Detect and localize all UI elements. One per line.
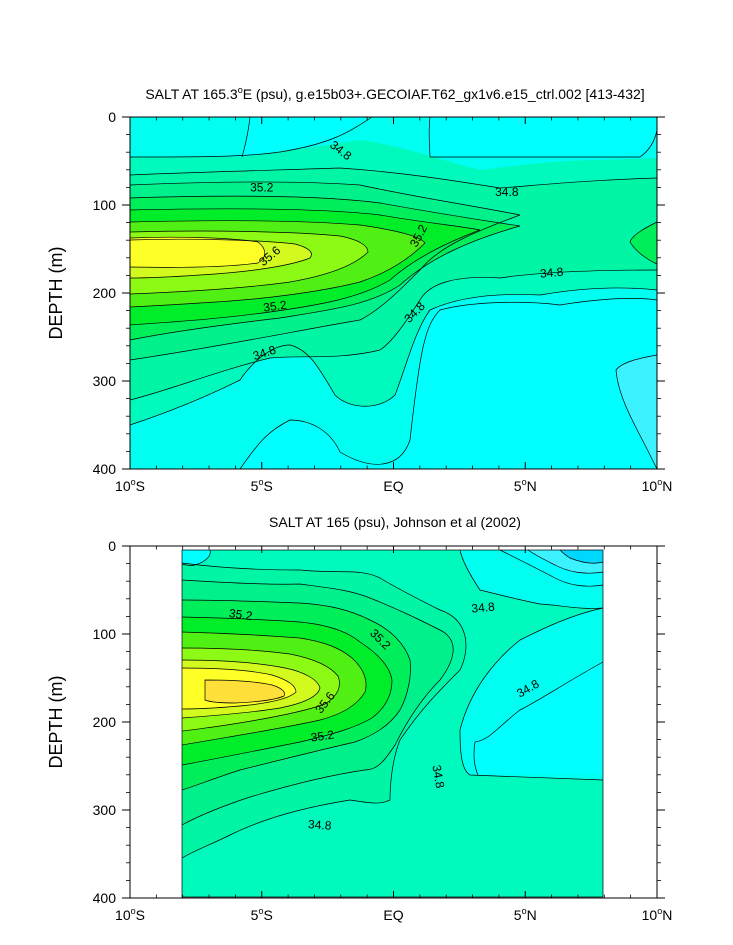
bottom-salinity-band-35.7	[205, 680, 285, 703]
top-contour-line	[129, 225, 521, 341]
bottom-contour-label: 35.2	[310, 727, 335, 744]
top-x-tick-label: 5oS	[251, 477, 273, 494]
top-contour-line	[129, 269, 658, 401]
top-contour-line	[239, 298, 658, 470]
bottom-salinity-region-fresh-east	[474, 662, 603, 775]
bottom-contour-line	[181, 616, 393, 766]
bottom-salinity-band-34.4-surface	[560, 550, 603, 564]
top-salinity-lens-deep-east	[616, 355, 657, 469]
top-contour-label-text: 34.8	[539, 265, 564, 281]
top-contour-label-text: 35.2	[250, 180, 274, 194]
bottom-y-tick-label: 300	[93, 802, 117, 818]
top-contour-line	[129, 167, 658, 189]
top-salinity-band-34.7	[130, 117, 250, 157]
bottom-contour-label: 35.2	[228, 606, 253, 623]
bottom-contour-lines	[181, 549, 604, 859]
top-axes: 10oS 5oS EQ 5oN 10oN 0 100 200 300 400	[93, 109, 673, 494]
top-contour-line	[241, 116, 251, 158]
top-contour-line	[129, 229, 481, 326]
top-contour-line	[428, 116, 658, 158]
bottom-contour-line	[181, 599, 411, 791]
bottom-salinity-patch-northwest	[182, 550, 211, 566]
top-y-tick-label: 400	[93, 461, 117, 477]
top-contour-line	[129, 287, 658, 426]
top-contour-line	[129, 195, 521, 227]
top-y-tick-label: 200	[93, 285, 117, 301]
bottom-contour-label: 34.8	[308, 817, 333, 833]
bottom-x-tick-label: 10oN	[642, 906, 673, 923]
bottom-contour-label-text: 34.8	[471, 600, 496, 616]
bottom-contour-label-text: 34.8	[308, 817, 333, 833]
bottom-x-tick-label: 5oS	[251, 906, 273, 923]
top-title: SALT AT 165.3oE (psu), g.e15b03+.GECOIAF…	[145, 85, 644, 102]
top-y-tick-label: 300	[93, 373, 117, 389]
bottom-ylabel: DEPTH (m)	[46, 676, 66, 769]
top-contour-label: 34.8	[495, 185, 519, 199]
bottom-contour-label-text: 35.2	[228, 606, 253, 623]
bottom-data-frame	[181, 549, 604, 898]
bottom-axes: 10oS 5oS EQ 5oN 10oN 0 100 200 300 400	[93, 538, 673, 923]
top-ylabel: DEPTH (m)	[46, 247, 66, 340]
top-contour-label: 35.2	[250, 180, 274, 194]
bottom-contour-line	[181, 579, 454, 826]
top-contour-label: 34.8	[539, 265, 564, 281]
bottom-contour-line	[181, 667, 297, 710]
top-contour-line	[129, 116, 373, 158]
top-contour-line	[629, 221, 658, 265]
bottom-contour-line	[499, 549, 604, 587]
top-contour-line	[129, 230, 369, 295]
bottom-contour-line	[181, 647, 340, 732]
bottom-contour-line	[527, 549, 604, 574]
top-contour-line	[615, 354, 658, 470]
bottom-x-tick-label: EQ	[383, 907, 403, 923]
top-x-tick-label: 10oS	[115, 477, 145, 494]
top-x-tick-label: 10oN	[642, 477, 673, 494]
bottom-contour-line	[181, 562, 467, 859]
bottom-contour-label: 34.8	[429, 764, 447, 790]
top-x-tick-label: EQ	[383, 478, 403, 494]
bottom-contour-line	[181, 549, 211, 566]
bottom-panel: SALT AT 165 (psu), Johnson et al (2002)	[46, 514, 672, 923]
top-contour-line	[129, 236, 266, 268]
top-contour-line	[129, 181, 521, 216]
top-contour-label: 35.2	[262, 298, 287, 315]
bottom-contour-line	[473, 661, 604, 776]
top-x-tick-label: 5oN	[514, 477, 537, 494]
bottom-contour-line	[181, 631, 367, 746]
top-contour-label-text: 34.8	[251, 342, 278, 363]
bottom-y-tick-label: 400	[93, 890, 117, 906]
bottom-contour-line	[459, 607, 604, 781]
bottom-plot-area	[129, 545, 658, 899]
bottom-contour-label-text: 34.8	[429, 764, 447, 790]
bottom-y-tick-label: 100	[93, 626, 117, 642]
bottom-x-tick-label: 5oN	[514, 906, 537, 923]
top-contour-label: 34.8	[251, 342, 278, 363]
top-panel: SALT AT 165.3oE (psu), g.e15b03+.GECOIAF…	[46, 85, 672, 494]
top-contour-line	[129, 208, 481, 231]
bottom-y-tick-label: 200	[93, 714, 117, 730]
top-contour-lines	[129, 116, 658, 470]
bottom-contour-line	[459, 549, 604, 609]
top-contour-label-text: 35.2	[262, 298, 287, 315]
bottom-contour-line	[181, 659, 321, 719]
bottom-y-tick-label: 0	[108, 538, 116, 554]
bottom-contour-line	[204, 679, 285, 704]
top-contour-line	[129, 238, 312, 279]
bottom-x-tick-label: 10oS	[115, 906, 145, 923]
top-salinity-core-35.6	[130, 237, 265, 268]
bottom-title: SALT AT 165 (psu), Johnson et al (2002)	[269, 514, 521, 530]
top-y-tick-label: 0	[108, 109, 116, 125]
bottom-contour-line	[559, 549, 604, 564]
top-contour-line	[129, 220, 426, 308]
bottom-contour-label-text: 35.2	[310, 727, 335, 744]
top-y-tick-label: 100	[93, 197, 117, 213]
top-salinity-lobe-east	[630, 222, 657, 264]
bottom-contour-label: 34.8	[471, 600, 496, 616]
top-contour-label-text: 34.8	[495, 185, 519, 199]
top-plot-area	[129, 116, 658, 470]
top-contour-line	[129, 214, 521, 361]
